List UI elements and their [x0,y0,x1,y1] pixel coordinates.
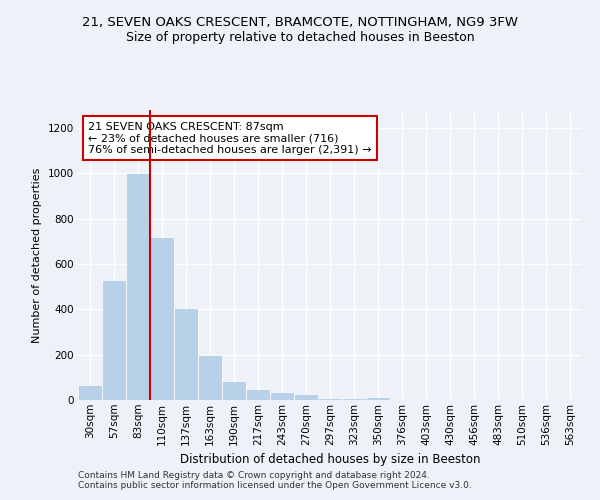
Bar [174,308,198,400]
Bar [126,174,150,400]
Bar [342,398,366,400]
Bar [198,356,222,400]
Text: Contains public sector information licensed under the Open Government Licence v3: Contains public sector information licen… [78,482,472,490]
Bar [270,392,294,400]
Bar [366,396,390,400]
Bar [246,388,270,400]
Bar [534,399,558,400]
Bar [294,394,318,400]
Text: Contains HM Land Registry data © Crown copyright and database right 2024.: Contains HM Land Registry data © Crown c… [78,470,430,480]
Text: 21, SEVEN OAKS CRESCENT, BRAMCOTE, NOTTINGHAM, NG9 3FW: 21, SEVEN OAKS CRESCENT, BRAMCOTE, NOTTI… [82,16,518,29]
Bar [78,386,102,400]
Text: 21 SEVEN OAKS CRESCENT: 87sqm
← 23% of detached houses are smaller (716)
76% of : 21 SEVEN OAKS CRESCENT: 87sqm ← 23% of d… [88,122,371,155]
Bar [318,398,342,400]
Bar [222,382,246,400]
Bar [150,237,174,400]
Y-axis label: Number of detached properties: Number of detached properties [32,168,42,342]
Text: Size of property relative to detached houses in Beeston: Size of property relative to detached ho… [125,31,475,44]
Bar [102,280,126,400]
X-axis label: Distribution of detached houses by size in Beeston: Distribution of detached houses by size … [180,453,480,466]
